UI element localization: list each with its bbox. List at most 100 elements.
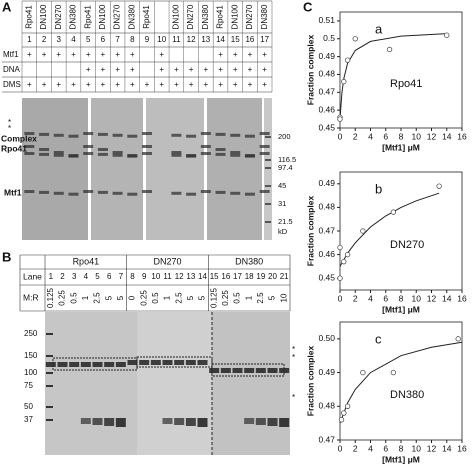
column-name: Rpo41: [216, 5, 225, 29]
gel-band: [255, 368, 266, 373]
plot-tag: c: [375, 331, 382, 346]
marker-band: [265, 167, 271, 169]
plus-mark: +: [174, 80, 179, 89]
gel-band: [80, 362, 91, 367]
x-tick-label: 8: [399, 293, 404, 303]
data-point: [337, 275, 343, 281]
plus-mark: +: [27, 50, 32, 59]
x-tick-label: 14: [442, 293, 452, 303]
marker-label: 21.5: [278, 217, 293, 226]
lane-number: 13: [186, 272, 195, 281]
lane-number: 5: [86, 35, 91, 44]
fit-curve: [339, 33, 447, 120]
plus-mark: +: [203, 65, 208, 74]
x-tick-label: 8: [399, 131, 404, 141]
gel-band: [112, 191, 123, 195]
plus-mark: +: [101, 65, 106, 74]
marker-label: 45: [278, 181, 286, 190]
gel-band: [127, 134, 138, 138]
column-name: DN100: [172, 4, 181, 29]
lane-number: 21: [280, 272, 289, 281]
marker-label: 37: [24, 415, 33, 424]
x-tick-label: 6: [383, 443, 388, 453]
fit-curve: [339, 341, 463, 424]
unit-label: kD: [278, 227, 288, 236]
y-tick-label: 0.47: [318, 225, 335, 235]
row-label: DMS: [3, 80, 21, 89]
marker-band: [265, 185, 271, 187]
data-point: [352, 36, 358, 42]
gel-band: [186, 192, 197, 196]
plus-mark: +: [189, 80, 194, 89]
gel-band: [186, 154, 197, 158]
lane-number: 2: [60, 272, 65, 281]
column-name: DN380: [260, 4, 269, 29]
plus-mark: +: [159, 50, 164, 59]
plus-mark: +: [71, 80, 76, 89]
plot-name: Rpo41: [390, 78, 422, 90]
x-tick-label: 6: [383, 131, 388, 141]
marker-band: [46, 372, 53, 374]
star: *: [292, 353, 295, 362]
gel-band: [57, 362, 68, 367]
star: *: [292, 393, 295, 402]
y-tick-label: 0.49: [318, 51, 335, 61]
gel-band: [139, 360, 150, 365]
lane-number: 17: [233, 272, 242, 281]
plus-mark: +: [86, 65, 91, 74]
column-name: DN270: [54, 4, 63, 29]
x-tick-label: 2: [353, 131, 358, 141]
plus-mark: +: [233, 65, 238, 74]
y-tick-label: 0.47: [318, 87, 335, 97]
gel-band: [200, 152, 211, 155]
lane-number: 8: [130, 272, 135, 281]
data-point: [444, 32, 450, 38]
ratio: 5: [198, 295, 207, 300]
gel-band: [53, 133, 64, 137]
lane-number: 15: [231, 35, 240, 44]
plus-mark: +: [262, 65, 267, 74]
gel-band: [162, 418, 173, 424]
gel-band: [69, 362, 80, 367]
x-tick-label: 0: [338, 131, 343, 141]
data-point: [338, 417, 345, 423]
gel-band: [68, 192, 79, 196]
data-point: [386, 46, 393, 53]
gel-band: [267, 368, 278, 373]
y-tick-label: 0.49: [318, 367, 335, 377]
x-tick-label: 12: [427, 443, 437, 453]
column-name: Rpo41: [24, 5, 33, 29]
gel-band: [68, 134, 79, 138]
plus-mark: +: [145, 80, 150, 89]
gel-band: [244, 418, 255, 424]
gel-band: [279, 418, 290, 427]
x-tick-label: 0: [338, 443, 343, 453]
gel-band: [92, 362, 103, 367]
lane-number: 9: [142, 272, 147, 281]
ratio: 0.25: [139, 290, 148, 306]
gel-band: [92, 418, 103, 425]
plus-mark: +: [130, 50, 135, 59]
lane-number: 7: [119, 272, 124, 281]
y-axis-label: Fraction complex: [305, 196, 315, 267]
marker-band: [265, 159, 271, 161]
data-point: [436, 183, 442, 189]
y-tick-label: 0.46: [318, 249, 335, 259]
gel-band: [112, 151, 123, 154]
ratio: 5: [116, 295, 125, 300]
x-axis-label: [Mtf1] μM: [382, 304, 420, 314]
data-point: [341, 78, 347, 85]
x-axis-label: [Mtf1] μM: [382, 142, 420, 152]
x-tick-label: 14: [442, 131, 452, 141]
gel-band: [83, 132, 94, 135]
plus-mark: +: [203, 80, 208, 89]
y-tick-label: 0.5: [323, 33, 335, 43]
data-point: [344, 403, 351, 409]
marker-band: [46, 419, 53, 421]
group-name: Rpo41: [73, 256, 100, 266]
gel-band: [209, 368, 220, 373]
gel-band: [53, 191, 64, 195]
marker-band: [46, 355, 53, 357]
gel-band: [68, 154, 79, 158]
y-tick-label: 0.46: [318, 104, 335, 114]
